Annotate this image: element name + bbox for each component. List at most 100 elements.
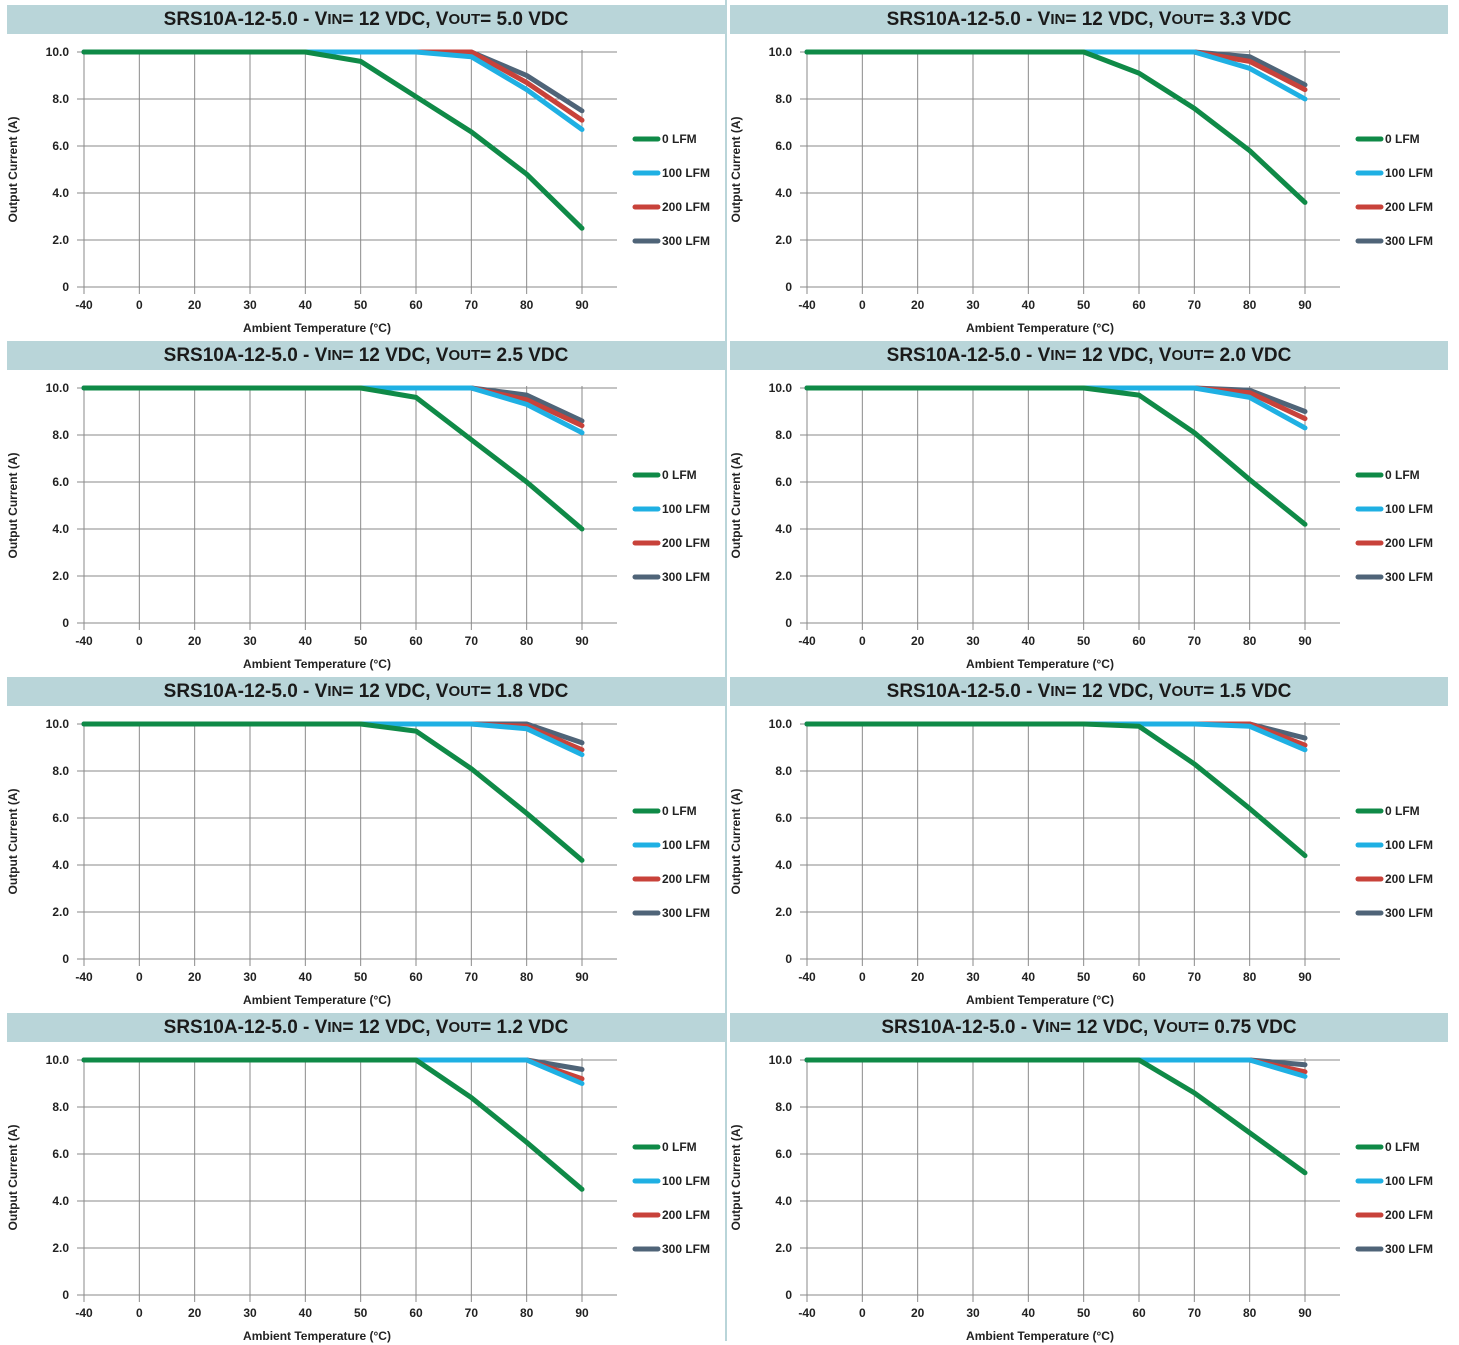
series-line-100-lfm xyxy=(81,721,585,758)
y-tick-label: 4.0 xyxy=(775,1194,792,1208)
legend-label: 100 LFM xyxy=(1385,1174,1433,1188)
chart-panel: SRS10A-12-5.0 - V IN = 12 VDC, V OUT = 2.5… xyxy=(7,341,725,673)
y-tick-label: 10.0 xyxy=(769,1053,793,1067)
y-tick-label: 8.0 xyxy=(52,428,69,442)
grid-lines xyxy=(77,1058,617,1302)
y-tick-label: 6.0 xyxy=(52,811,69,825)
y-tick-label: 6.0 xyxy=(775,1147,792,1161)
legend-label: 300 LFM xyxy=(1385,906,1433,920)
chart-title-in-sub: IN xyxy=(1050,11,1066,28)
grid-lines xyxy=(77,386,617,630)
x-tick-label: 20 xyxy=(188,634,202,648)
chart-svg: 0 2.0 4.0 6.0 8.0 10.0 -40 0 20 30 40 50 60 70 80 90 Amb… xyxy=(730,717,1433,1007)
grid-lines xyxy=(800,386,1340,630)
y-tick-label: 6.0 xyxy=(775,811,792,825)
x-tick-label: 80 xyxy=(1243,1306,1257,1320)
chart-panel: SRS10A-12-5.0 - V IN = 12 VDC, V OUT = 3.3… xyxy=(730,5,1448,337)
x-tick-label: 20 xyxy=(911,970,925,984)
grid-lines xyxy=(77,722,617,966)
chart-title: SRS10A-12-5.0 - V IN = 12 VDC, V OUT = 3.3… xyxy=(730,5,1448,34)
chart-title-suffix: = 1.5 VDC xyxy=(1203,680,1292,702)
chart-panel: SRS10A-12-5.0 - V IN = 12 VDC, V OUT = 1.8… xyxy=(7,677,725,1009)
series-group xyxy=(804,385,1308,527)
x-tick-label: -40 xyxy=(75,970,93,984)
x-tick-label: 70 xyxy=(465,298,479,312)
y-tick-label: 2.0 xyxy=(52,1241,69,1255)
x-tick-label: 50 xyxy=(354,634,368,648)
y-axis-label: Output Current (A) xyxy=(730,789,743,895)
chart-title-in-sub: IN xyxy=(1050,347,1066,364)
y-tick-label: 10.0 xyxy=(46,717,70,731)
legend-label: 300 LFM xyxy=(662,234,710,248)
series-group xyxy=(804,49,1308,205)
x-tick-label: 30 xyxy=(243,970,257,984)
y-axis-label: Output Current (A) xyxy=(730,1125,743,1231)
x-tick-label: 80 xyxy=(520,970,534,984)
x-tick-label: 60 xyxy=(1132,1306,1146,1320)
grid-lines xyxy=(800,722,1340,966)
chart-title-in-sub: IN xyxy=(327,11,343,28)
y-axis-label: Output Current (A) xyxy=(7,117,20,223)
x-tick-label: 40 xyxy=(1022,298,1036,312)
chart-title-suffix: = 2.0 VDC xyxy=(1203,344,1292,366)
y-tick-label: 8.0 xyxy=(775,92,792,106)
chart-title-mid: = 12 VDC, V xyxy=(1065,8,1172,30)
x-tick-label: 80 xyxy=(1243,298,1257,312)
series-line-200-lfm xyxy=(804,49,1308,93)
chart-panel: SRS10A-12-5.0 - V IN = 12 VDC, V OUT = 5.0… xyxy=(7,5,725,337)
x-axis-label: Ambient Temperature (°C) xyxy=(966,321,1114,335)
y-tick-label: 2.0 xyxy=(775,569,792,583)
legend-label: 200 LFM xyxy=(662,1208,710,1222)
y-tick-label: 0 xyxy=(785,280,792,294)
x-axis-label: Ambient Temperature (°C) xyxy=(966,1329,1114,1343)
legend-label: 200 LFM xyxy=(1385,536,1433,550)
chart-panel: SRS10A-12-5.0 - V IN = 12 VDC, V OUT = 0.7… xyxy=(730,1013,1448,1345)
chart-title-prefix: SRS10A-12-5.0 - V xyxy=(881,1016,1046,1038)
legend-label: 0 LFM xyxy=(662,468,697,482)
series-line-300-lfm xyxy=(81,385,585,424)
column-divider xyxy=(725,0,727,1341)
chart-title-out-sub: OUT xyxy=(1166,1019,1198,1036)
x-tick-label: 70 xyxy=(1188,298,1202,312)
x-tick-label: 0 xyxy=(859,970,866,984)
legend-label: 100 LFM xyxy=(1385,166,1433,180)
x-tick-label: 20 xyxy=(188,1306,202,1320)
x-tick-label: -40 xyxy=(75,1306,93,1320)
legend-label: 200 LFM xyxy=(662,872,710,886)
legend: 0 LFM 100 LFM 200 LFM 300 LFM xyxy=(1355,1140,1433,1256)
y-tick-label: 6.0 xyxy=(52,475,69,489)
x-tick-label: 80 xyxy=(520,634,534,648)
y-axis-label: Output Current (A) xyxy=(7,1125,20,1231)
legend-label: 300 LFM xyxy=(662,906,710,920)
y-tick-label: 10.0 xyxy=(769,381,793,395)
chart-title-in-sub: IN xyxy=(1045,1019,1061,1036)
legend-label: 100 LFM xyxy=(1385,838,1433,852)
chart-title: SRS10A-12-5.0 - V IN = 12 VDC, V OUT = 2.5… xyxy=(7,341,725,370)
y-axis-label: Output Current (A) xyxy=(7,789,20,895)
x-axis-label: Ambient Temperature (°C) xyxy=(243,657,391,671)
legend-label: 200 LFM xyxy=(662,536,710,550)
series-group xyxy=(81,49,585,231)
legend-label: 200 LFM xyxy=(1385,872,1433,886)
x-tick-label: -40 xyxy=(798,970,816,984)
chart-title-prefix: SRS10A-12-5.0 - V xyxy=(886,8,1051,30)
chart-title: SRS10A-12-5.0 - V IN = 12 VDC, V OUT = 0.7… xyxy=(730,1013,1448,1042)
series-group xyxy=(81,721,585,863)
legend-label: 300 LFM xyxy=(1385,1242,1433,1256)
chart-svg: 0 2.0 4.0 6.0 8.0 10.0 -40 0 20 30 40 50 60 70 80 90 Amb… xyxy=(7,381,710,671)
series-line-0-lfm xyxy=(81,721,585,863)
legend-label: 100 LFM xyxy=(662,1174,710,1188)
y-tick-label: 6.0 xyxy=(52,139,69,153)
chart-title-in-sub: IN xyxy=(327,683,343,700)
legend: 0 LFM 100 LFM 200 LFM 300 LFM xyxy=(632,468,710,584)
x-tick-label: 70 xyxy=(465,634,479,648)
legend: 0 LFM 100 LFM 200 LFM 300 LFM xyxy=(1355,468,1433,584)
chart-title-out-sub: OUT xyxy=(1171,11,1204,28)
y-tick-label: 4.0 xyxy=(52,522,69,536)
series-group xyxy=(804,1057,1308,1176)
chart-svg: 0 2.0 4.0 6.0 8.0 10.0 -40 0 20 30 40 50 60 70 80 90 Amb… xyxy=(7,717,710,1007)
x-tick-label: -40 xyxy=(75,298,93,312)
x-tick-label: 80 xyxy=(520,1306,534,1320)
x-tick-label: 90 xyxy=(575,970,589,984)
x-tick-label: 60 xyxy=(1132,970,1146,984)
